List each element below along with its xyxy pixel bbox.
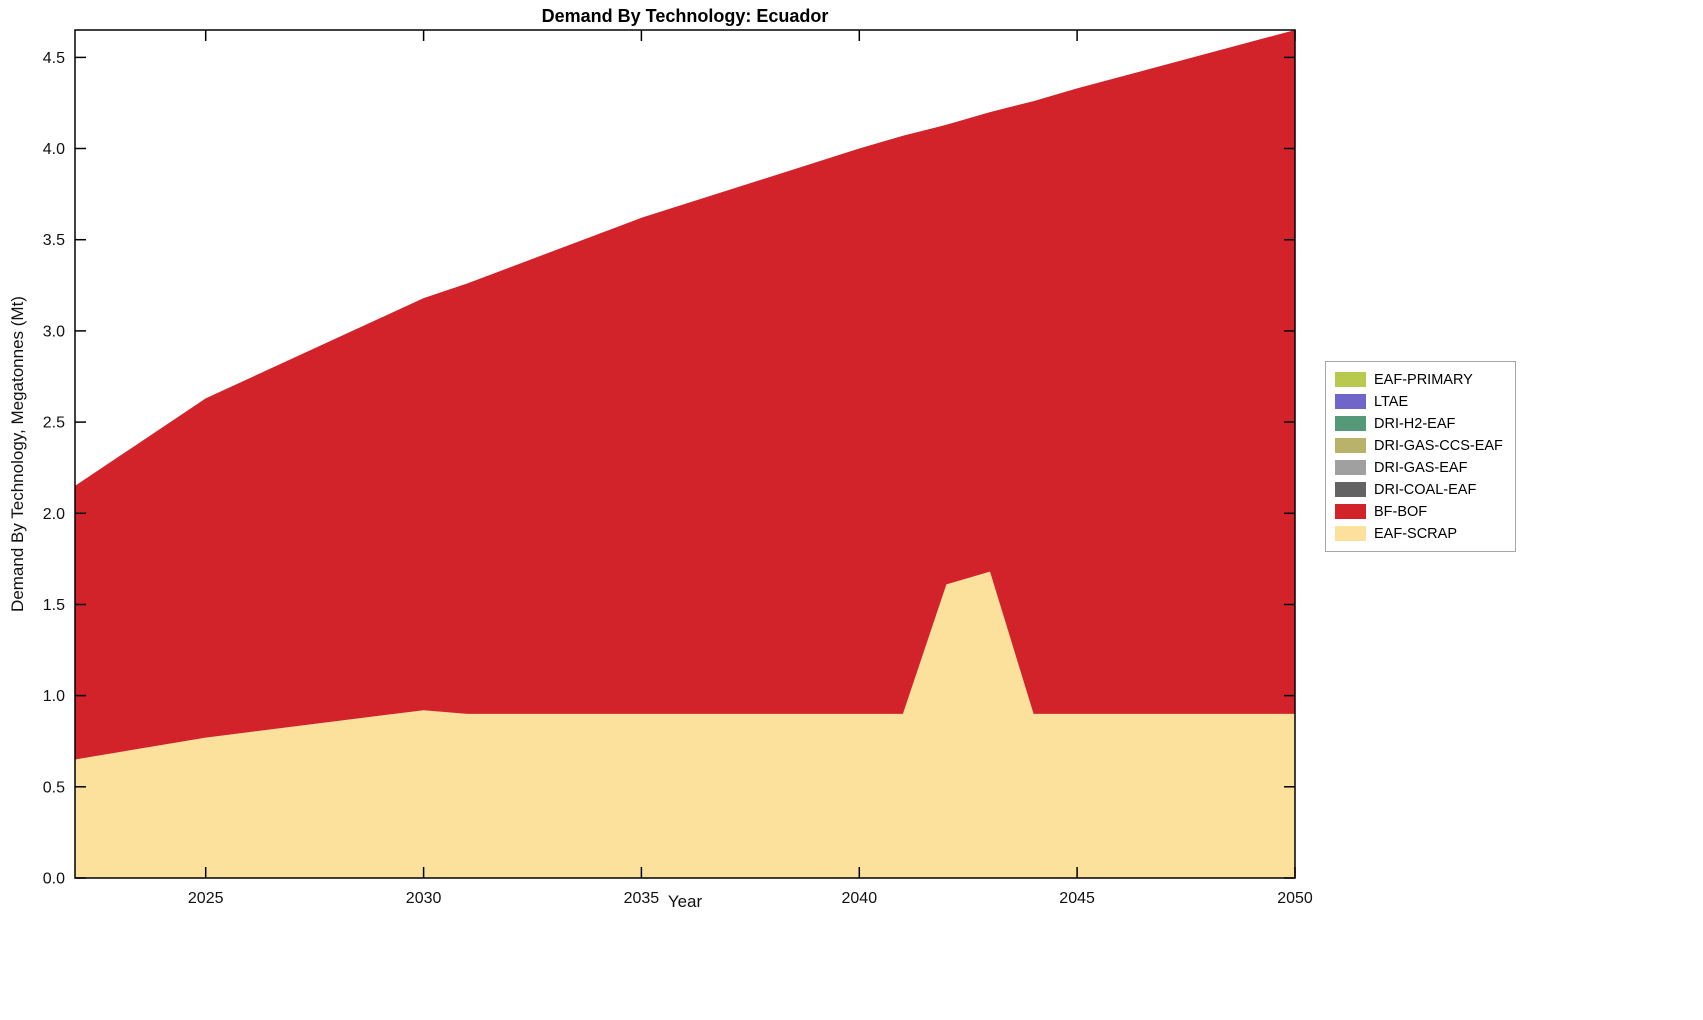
legend-label: BF-BOF: [1374, 503, 1428, 520]
axis-ticks: [75, 30, 1296, 879]
stacked-areas: [75, 30, 1295, 878]
legend-item-eaf-scrap: EAF-SCRAP: [1335, 524, 1503, 543]
y-tick-label: 2.5: [43, 415, 65, 432]
y-tick-label: 0.0: [43, 871, 65, 888]
legend-label: EAF-SCRAP: [1374, 525, 1457, 542]
legend-label: DRI-GAS-CCS-EAF: [1374, 437, 1503, 454]
legend-swatch-dri-coal-eaf: [1335, 482, 1366, 497]
y-tick-label: 1.5: [43, 597, 65, 614]
y-tick-label: 4.0: [43, 141, 65, 158]
x-tick-label: 2040: [842, 890, 878, 907]
x-tick-label: 2025: [188, 890, 224, 907]
tick-labels: 2025 2030 2035 2040 2045 2050 0.0 0.5 1.0 1.5 2.0 2…: [43, 50, 1313, 907]
legend-item-dri-gas-ccs-eaf: DRI-GAS-CCS-EAF: [1335, 436, 1503, 455]
legend-item-eaf-primary: EAF-PRIMARY: [1335, 370, 1503, 389]
y-tick-label: 3.5: [43, 232, 65, 249]
legend-item-dri-coal-eaf: DRI-COAL-EAF: [1335, 480, 1503, 499]
legend-swatch-bf-bof: [1335, 504, 1366, 519]
legend: EAF-PRIMARY LTAE DRI-H2-EAF DRI-GAS-CCS-EAF…: [1325, 361, 1516, 552]
y-axis-label: Demand By Technology, Megatonnes (Mt): [8, 296, 27, 612]
legend-swatch-dri-gas-ccs-eaf: [1335, 438, 1366, 453]
x-tick-label: 2035: [624, 890, 660, 907]
legend-swatch-eaf-scrap: [1335, 526, 1366, 541]
legend-swatch-eaf-primary: [1335, 372, 1366, 387]
legend-label: LTAE: [1374, 393, 1409, 410]
legend-swatch-ltae: [1335, 394, 1366, 409]
legend-label: EAF-PRIMARY: [1374, 371, 1473, 388]
legend-label: DRI-H2-EAF: [1374, 415, 1456, 432]
legend-item-dri-h2-eaf: DRI-H2-EAF: [1335, 414, 1503, 433]
legend-label: DRI-GAS-EAF: [1374, 459, 1468, 476]
legend-item-dri-gas-eaf: DRI-GAS-EAF: [1335, 458, 1503, 477]
x-tick-label: 2050: [1277, 890, 1313, 907]
chart-title: Demand By Technology: Ecuador: [541, 6, 829, 26]
legend-label: DRI-COAL-EAF: [1374, 481, 1477, 498]
area-series-bf-bof: [75, 30, 1295, 760]
y-tick-label: 2.0: [43, 506, 65, 523]
legend-swatch-dri-h2-eaf: [1335, 416, 1366, 431]
y-tick-label: 3.0: [43, 323, 65, 340]
legend-item-ltae: LTAE: [1335, 392, 1503, 411]
y-tick-label: 0.5: [43, 779, 65, 796]
area-series-eaf-scrap: [75, 571, 1295, 878]
y-tick-label: 1.0: [43, 688, 65, 705]
y-tick-label: 4.5: [43, 50, 65, 67]
x-axis-label: Year: [667, 892, 703, 911]
x-tick-label: 2030: [406, 890, 442, 907]
x-tick-label: 2045: [1059, 890, 1095, 907]
plot-border: [74, 29, 1296, 879]
legend-item-bf-bof: BF-BOF: [1335, 502, 1503, 521]
legend-swatch-dri-gas-eaf: [1335, 460, 1366, 475]
